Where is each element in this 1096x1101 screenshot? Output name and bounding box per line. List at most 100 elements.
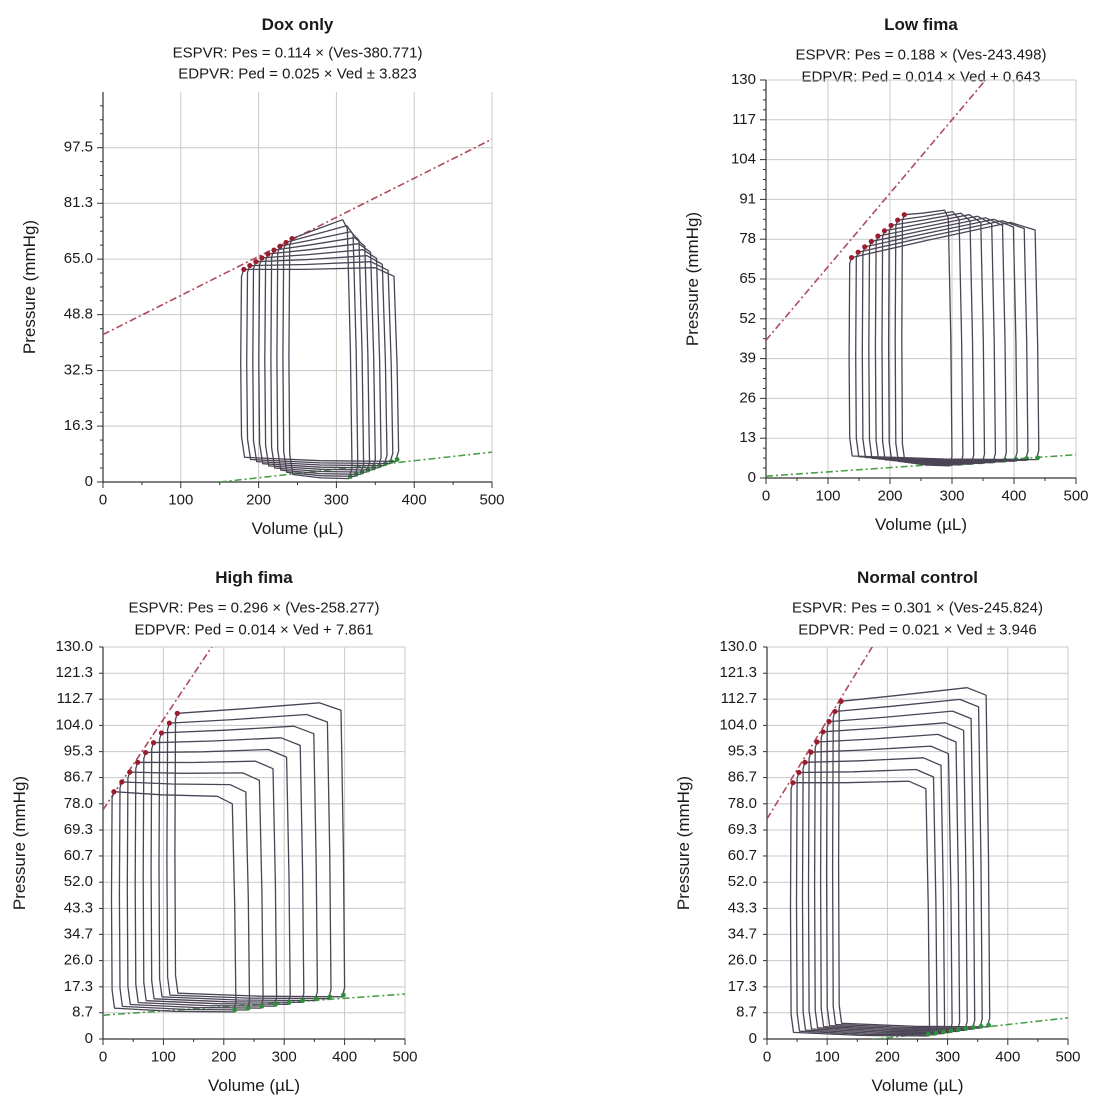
panel-high-fima: High fima ESPVR: Pes = 0.296 × (Ves-258.2… (0, 551, 548, 1101)
tick-marks (97, 105, 493, 488)
pv-loop (126, 771, 264, 1009)
end-diastolic-point (986, 1022, 991, 1028)
y-tick-label: 16.3 (64, 417, 93, 434)
x-tick-label: 400 (402, 491, 427, 508)
end-systolic-point (862, 244, 868, 250)
end-systolic-point (283, 239, 289, 246)
x-tick-label: 300 (939, 487, 964, 504)
y-tick-label: 17.3 (64, 978, 93, 995)
y-axis-label: Pressure (mmHg) (683, 212, 702, 346)
end-systolic-point (881, 228, 888, 234)
y-tick-label: 52.0 (728, 873, 757, 890)
y-tick-label: 34.7 (64, 925, 93, 942)
x-tick-label: 300 (272, 1048, 297, 1065)
end-systolic-point (253, 259, 259, 265)
pv-loop (240, 267, 400, 463)
x-tick-label: 200 (877, 487, 902, 504)
grid (765, 79, 1077, 479)
y-tick-label: 130 (731, 71, 756, 88)
end-systolic-point (265, 251, 271, 257)
chart-title: Dox only (262, 15, 334, 34)
x-tick-label: 200 (875, 1048, 900, 1065)
pv-loop (894, 210, 964, 466)
end-diastolic-point (300, 998, 306, 1004)
y-tick-label: 78.0 (64, 795, 93, 812)
chart-title: Normal control (857, 568, 978, 587)
end-systolic-point (838, 698, 844, 704)
y-axis-label: Pressure (mmHg) (674, 776, 693, 910)
end-systolic-point (808, 749, 814, 755)
plot-area (103, 138, 492, 482)
panel-dox-only: Dox only ESPVR: Pes = 0.114 × (Ves-380.77… (0, 0, 548, 550)
pv-loop (874, 215, 997, 464)
x-tick-label: 500 (1055, 1048, 1080, 1065)
y-tick-label: 95.3 (728, 743, 757, 760)
end-diastolic-point (1035, 455, 1040, 461)
y-tick-label: 32.5 (64, 362, 93, 379)
edpvr-equation: EDPVR: Ped = 0.021 × Ved ± 3.946 (798, 621, 1036, 638)
end-systolic-point (127, 769, 133, 775)
end-diastolic-point (925, 1031, 931, 1037)
pv-loop (158, 725, 319, 1002)
y-tick-label: 52.0 (64, 873, 93, 890)
pv-loop (848, 221, 1040, 461)
end-systolic-point (158, 730, 165, 736)
plot-area (766, 80, 1076, 477)
end-systolic-point (142, 749, 149, 756)
grid (102, 646, 406, 1040)
pv-loop (807, 745, 953, 1034)
y-tick-label: 65 (739, 270, 756, 287)
espvr-equation: ESPVR: Pes = 0.301 × (Ves-245.824) (792, 599, 1043, 616)
pv-loop (288, 219, 353, 480)
y-axis-label: Pressure (mmHg) (10, 776, 29, 910)
y-tick-label: 48.8 (64, 306, 93, 323)
espvr-equation: ESPVR: Pes = 0.114 × (Ves-380.771) (173, 44, 423, 61)
grid (766, 646, 1069, 1040)
end-systolic-point (166, 720, 172, 726)
end-systolic-point (259, 255, 265, 261)
y-tick-label: 78 (739, 230, 756, 247)
espvr-line (766, 80, 987, 341)
x-tick-label: 200 (246, 491, 271, 508)
end-diastolic-point (340, 992, 346, 998)
espvr-line (767, 647, 874, 820)
pv-loop (252, 255, 388, 467)
x-tick-label: 0 (99, 1048, 107, 1065)
pv-loop (142, 748, 291, 1005)
pv-loop (819, 722, 968, 1031)
y-tick-label: 86.7 (728, 769, 757, 786)
end-systolic-point (901, 212, 907, 218)
y-axis-label: Pressure (mmHg) (20, 220, 39, 354)
pv-loop (276, 231, 365, 475)
end-diastolic-point (978, 1023, 984, 1029)
y-tick-label: 0 (85, 1030, 93, 1047)
y-tick-label: 43.3 (728, 899, 757, 916)
chart-title: High fima (215, 568, 293, 587)
pv-loop (246, 261, 394, 465)
end-systolic-point (119, 779, 125, 785)
y-tick-label: 26.0 (728, 952, 757, 969)
end-systolic-point (826, 719, 832, 725)
y-tick-label: 121.3 (55, 664, 93, 681)
x-tick-label: 100 (815, 1048, 840, 1065)
y-tick-label: 117 (732, 111, 756, 128)
end-systolic-point (888, 222, 894, 229)
end-systolic-point (895, 217, 901, 223)
end-diastolic-point (940, 1029, 946, 1035)
y-tick-label: 69.3 (728, 821, 757, 838)
y-tick-label: 78.0 (728, 795, 757, 812)
tick-marks (763, 646, 1069, 1045)
x-tick-label: 500 (1063, 487, 1088, 504)
y-tick-label: 39 (739, 350, 756, 367)
y-tick-label: 65.0 (64, 250, 93, 267)
y-tick-label: 34.7 (728, 925, 757, 942)
end-diastolic-point (286, 1000, 292, 1005)
x-tick-label: 500 (392, 1048, 417, 1065)
y-tick-label: 26.0 (64, 952, 93, 969)
chart-dox-only: Dox only ESPVR: Pes = 0.114 × (Ves-380.77… (20, 15, 505, 538)
pv-loop (258, 249, 382, 469)
pv-loop (795, 768, 938, 1036)
end-systolic-point (247, 262, 253, 269)
y-tick-label: 8.7 (736, 1004, 757, 1021)
end-systolic-point (875, 233, 881, 239)
